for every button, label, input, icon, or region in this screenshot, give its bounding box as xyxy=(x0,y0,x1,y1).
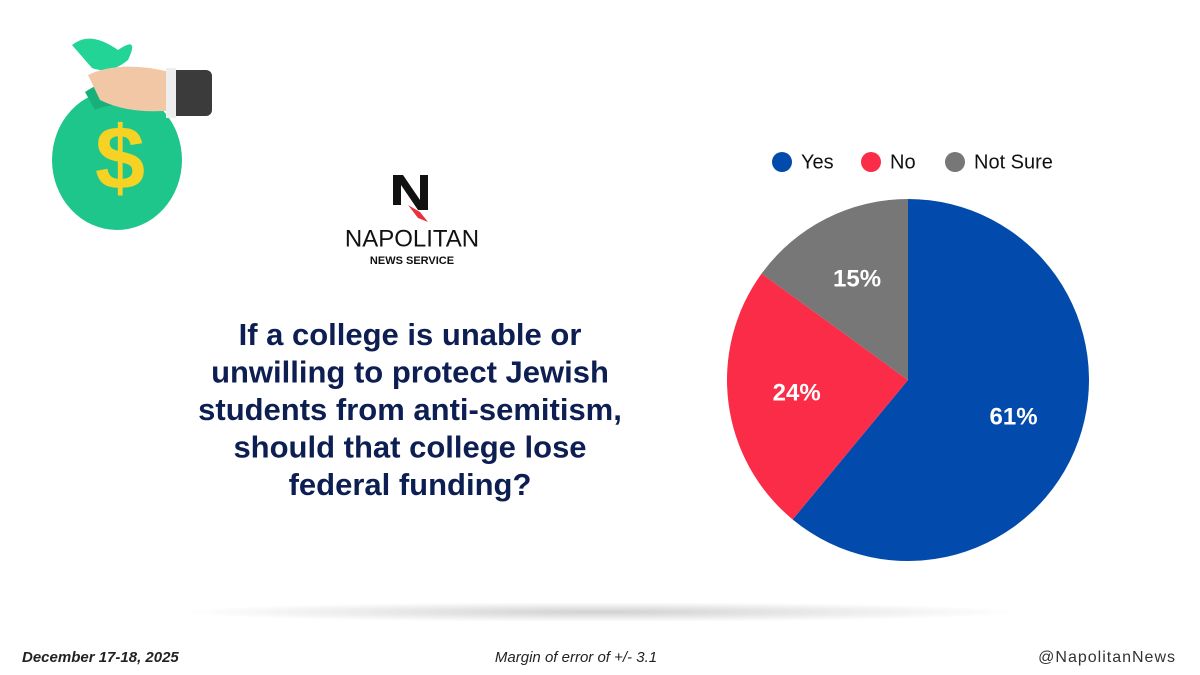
card-shadow xyxy=(180,602,1020,622)
footer-handle: @NapolitanNews xyxy=(1038,649,1176,666)
slice-label: 15% xyxy=(833,265,881,292)
pie-slice xyxy=(761,199,908,380)
slice-label: 61% xyxy=(990,403,1038,430)
legend-swatch xyxy=(861,152,881,172)
question-line: students from anti-semitism, xyxy=(198,392,622,427)
logo-subtitle: NEWS SERVICE xyxy=(370,255,454,267)
footer-date: December 17-18, 2025 xyxy=(22,649,179,666)
legend-swatch xyxy=(772,152,792,172)
question-line: unwilling to protect Jewish xyxy=(211,355,609,390)
money-bag-icon: $ xyxy=(52,38,212,230)
legend-label: No xyxy=(890,151,916,173)
question-line: If a college is unable or xyxy=(239,317,582,352)
question-line: federal funding? xyxy=(289,467,532,502)
pie-slice xyxy=(792,199,1090,562)
slice-label: 24% xyxy=(773,379,821,406)
legend-swatch xyxy=(945,152,965,172)
question-line: should that college lose xyxy=(233,430,586,465)
pie-slice xyxy=(727,273,908,520)
legend-label: Not Sure xyxy=(974,151,1053,173)
legend-label: Yes xyxy=(801,151,834,173)
logo-name: NAPOLITAN xyxy=(345,225,479,252)
footer-margin: Margin of error of +/- 3.1 xyxy=(495,649,657,666)
svg-text:$: $ xyxy=(95,109,145,209)
logo-mark xyxy=(393,175,428,222)
